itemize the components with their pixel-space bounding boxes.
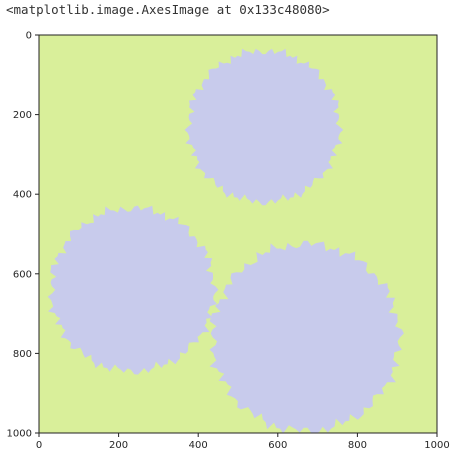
x-axis: 0 200 400 600 800 1000 — [36, 433, 450, 451]
blob-1 — [184, 48, 344, 206]
y-tick-label: 1000 — [7, 429, 32, 440]
y-tick-label: 200 — [13, 110, 32, 121]
axes-frame — [38, 34, 438, 434]
x-tick-label: 0 — [36, 440, 42, 451]
y-axis: 0 200 400 600 800 1000 — [7, 31, 39, 440]
x-tick-label: 800 — [348, 440, 367, 451]
blob-layer — [47, 48, 404, 433]
x-tick-label: 600 — [268, 440, 287, 451]
x-tick-label: 1000 — [424, 440, 449, 451]
blob-2 — [47, 205, 219, 375]
x-tick-label: 200 — [109, 440, 128, 451]
y-tick-label: 600 — [13, 269, 32, 280]
y-tick-label: 400 — [13, 190, 32, 201]
x-tick-label: 400 — [189, 440, 208, 451]
cell-output-text: <matplotlib.image.AxesImage at 0x133c480… — [6, 2, 330, 17]
y-tick-label: 800 — [13, 349, 32, 360]
y-tick-label: 0 — [26, 31, 32, 42]
blob-3 — [209, 240, 404, 433]
